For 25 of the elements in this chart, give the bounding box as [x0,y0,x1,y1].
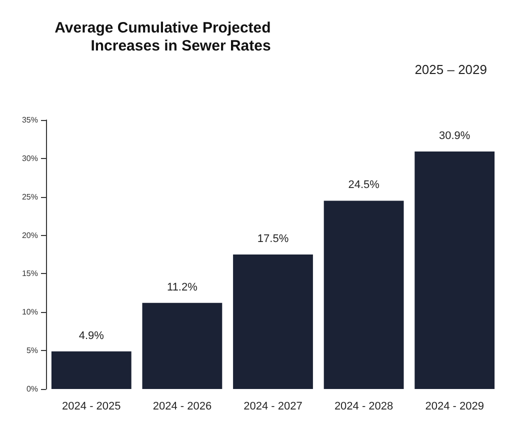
y-tick-label: 35% [22,116,38,124]
y-tick-label: 25% [22,192,38,202]
bar [324,200,404,389]
chart-title: Average Cumulative Projected Increases in Sewer Rates [54,20,271,54]
x-tick-label: 2024 - 2027 [244,400,302,412]
x-tick-label: 2024 - 2028 [334,400,394,412]
y-tick-label: 5% [26,346,38,356]
bar [142,302,222,389]
bar [414,152,495,389]
x-tick-label: 2024 - 2025 [62,400,121,412]
data-label: 11.2% [167,281,198,294]
chart-subtitle: 2025 – 2029 [414,62,488,77]
y-tick-label: 20% [22,230,38,240]
y-tick-label: 30% [22,154,38,163]
bar [233,254,313,389]
x-tick-label: 2024 - 2026 [152,400,212,412]
data-label: 24.5% [348,179,380,192]
x-tick-label: 2024 - 2029 [425,400,484,412]
data-label: 30.9% [439,130,470,142]
bar [51,351,132,389]
y-tick-label: 0% [26,384,38,394]
y-tick-label: 15% [22,269,38,278]
y-tick-label: 10% [22,308,38,317]
data-label: 4.9% [78,330,104,342]
data-label: 17.5% [257,233,289,245]
